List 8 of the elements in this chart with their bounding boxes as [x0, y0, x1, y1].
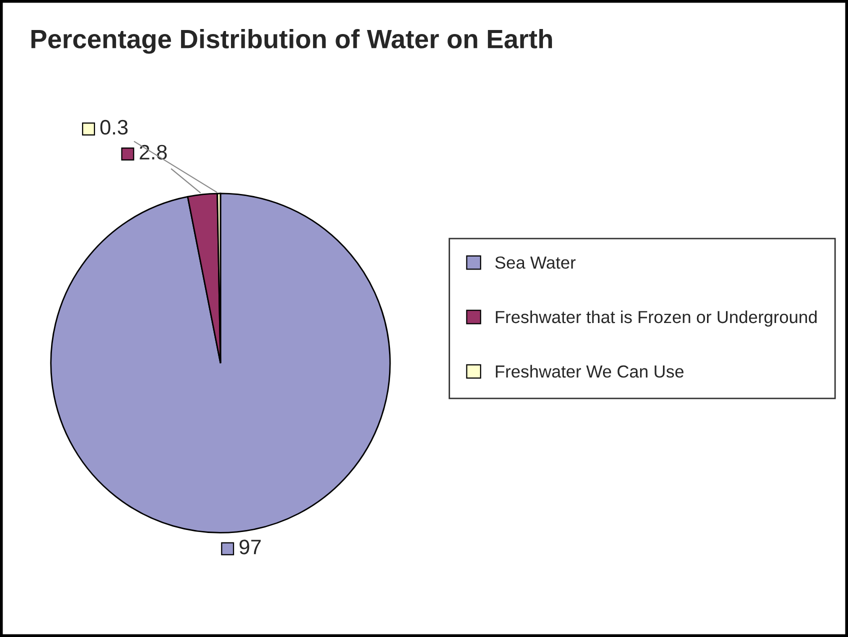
- legend-label: Freshwater that is Frozen or Underground: [496, 310, 817, 327]
- data-label: 2.8: [140, 144, 167, 160]
- data-label: 97: [240, 540, 261, 554]
- legend-label: Sea Water: [495, 256, 576, 269]
- pie-slice: [50, 192, 391, 534]
- legend-label: Freshwater We Can Use: [496, 364, 684, 378]
- data-label: 0.3: [100, 120, 128, 135]
- chart-title: Percentage Distribution of Water on Earth: [31, 29, 552, 54]
